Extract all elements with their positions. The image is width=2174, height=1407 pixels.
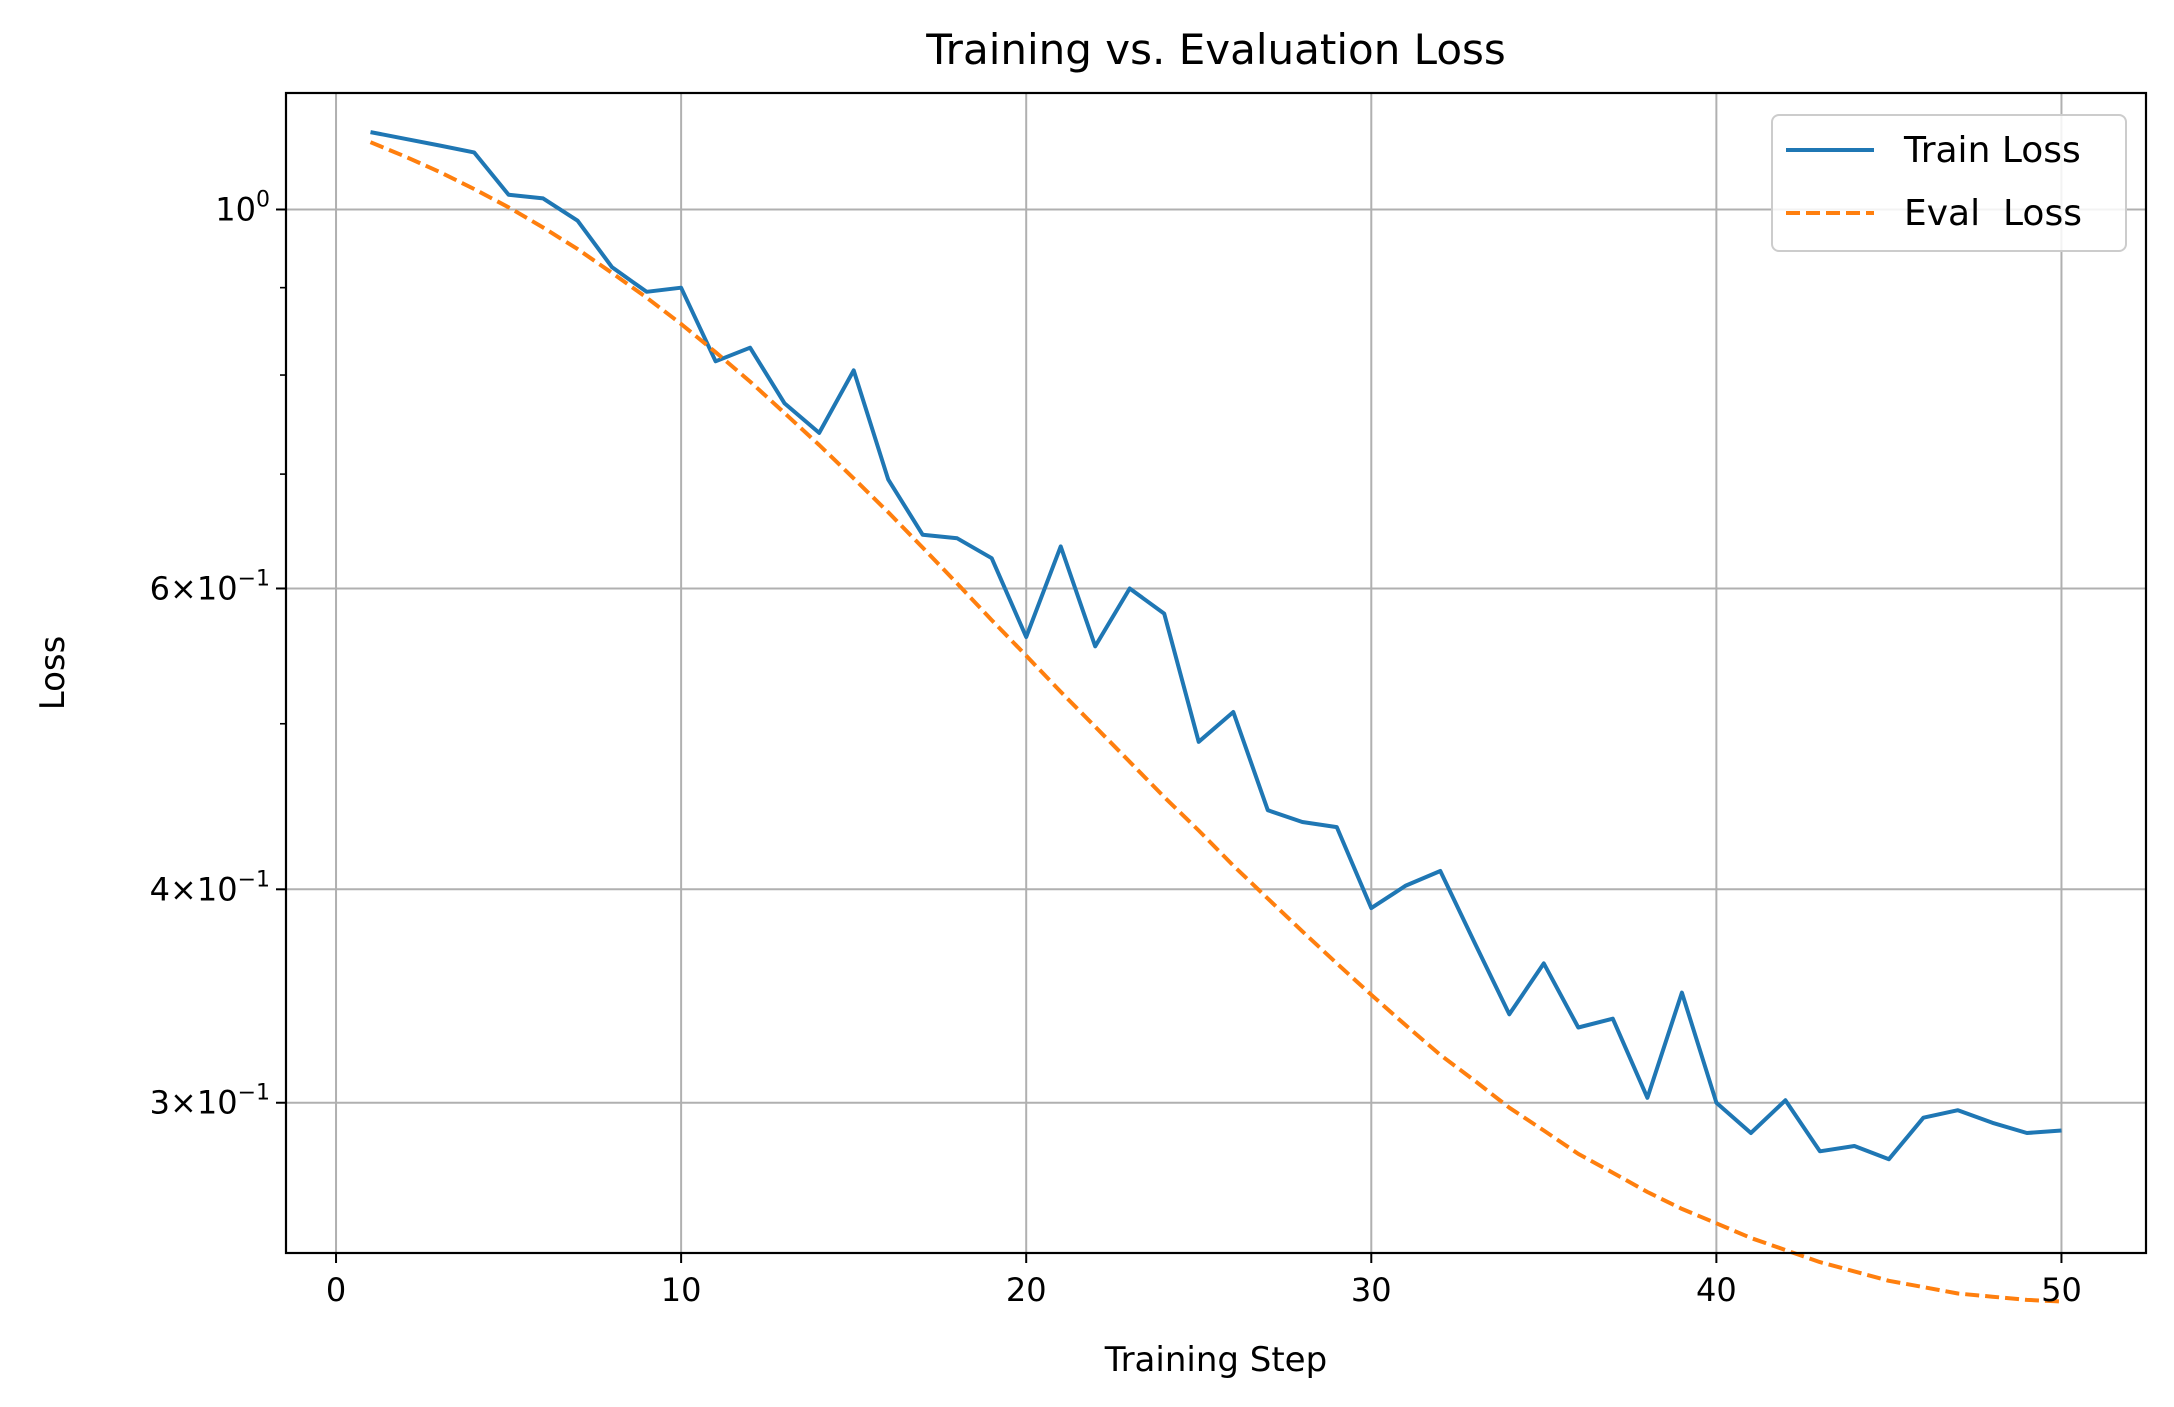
y-tick-label: 6×10−1 [150,566,270,607]
y-axis-title: Loss [33,636,73,711]
x-axis-title: Training Step [1104,1340,1327,1380]
y-tick-label: 4×10−1 [150,867,270,908]
x-tick-label: 30 [1351,1271,1392,1309]
x-tick-label: 10 [661,1271,702,1309]
y-tick-label: 3×10−1 [150,1081,270,1122]
train-loss-line [370,130,2062,1162]
plot-area-frame [284,91,2148,1255]
x-tick-label: 20 [1006,1271,1047,1309]
y-axis-ticks: 3×10−1 4×10−1 6×10−1 100 [150,187,286,1122]
x-axis-ticks: 0 10 20 30 40 50 [326,1253,2082,1309]
legend-eval-label: Eval Loss [1904,193,2082,234]
x-tick-label: 0 [326,1271,346,1309]
y-tick-label: 100 [215,187,270,228]
eval-loss-line [369,140,2062,1304]
legend-train-label: Train Loss [1903,130,2081,171]
x-tick-label: 50 [2041,1271,2082,1309]
x-tick-label: 40 [1696,1271,1737,1309]
plot-series [369,130,2062,1304]
chart-title: Training vs. Evaluation Loss [925,25,1506,74]
legend: Train Loss Eval Loss [1771,114,2127,252]
